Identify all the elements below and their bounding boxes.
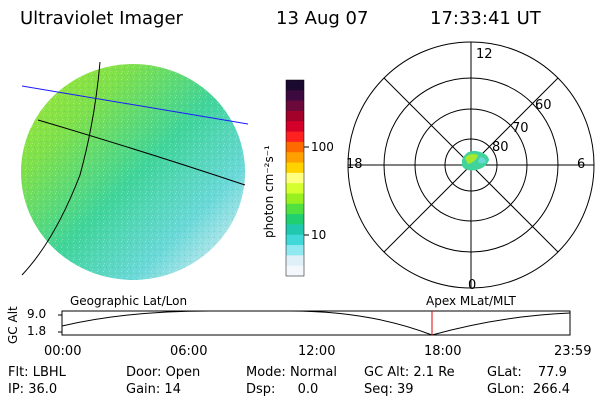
color-bar: [286, 80, 304, 277]
colorbar-swatch: [286, 80, 304, 91]
time-tick-1200: 12:00: [298, 344, 336, 359]
info-mode: Mode: Normal: [246, 365, 337, 380]
mlt-label-0: 0: [468, 278, 477, 293]
colorbar-swatch: [286, 214, 304, 225]
info-glon: GLon: 266.4: [487, 382, 570, 397]
mode-value: Normal: [289, 365, 337, 380]
info-glat: GLat: 77.9: [487, 365, 567, 380]
geographic-label: Geographic Lat/Lon: [70, 294, 188, 308]
gain-value: 14: [164, 382, 181, 397]
info-flt: Flt: LBHL: [8, 365, 66, 380]
colorbar-swatch: [286, 141, 304, 153]
lat-label-80: 80: [492, 140, 509, 155]
colorbar-swatch: [286, 121, 304, 133]
glon-label: GLon:: [487, 382, 525, 397]
colorbar-swatch: [286, 172, 304, 184]
info-gain: Gain: 14: [126, 382, 181, 397]
glon-value: 266.4: [532, 382, 571, 397]
gc-alt-axis-label: GC Alt: [6, 306, 20, 344]
instrument-title: Ultraviolet Imager: [20, 8, 183, 29]
colorbar-swatch: [286, 203, 304, 215]
lat-label-70: 70: [512, 121, 529, 136]
gc-alt-label: GC Alt:: [364, 365, 410, 380]
mode-label: Mode:: [246, 365, 286, 380]
mlt-label-12: 12: [476, 47, 493, 62]
colorbar-swatch: [286, 245, 304, 256]
info-ip: IP: 36.0: [8, 382, 57, 397]
colorbar-tick-10: 10: [311, 228, 327, 242]
apex-label: Apex MLat/MLT: [426, 294, 516, 308]
flt-value: LBHL: [32, 365, 66, 380]
info-gc-alt: GC Alt: 2.1 Re: [364, 365, 455, 380]
glat-label: GLat:: [487, 365, 522, 380]
colorbar-swatch: [286, 90, 304, 102]
door-value: Open: [165, 365, 201, 380]
seq-value: 39: [397, 382, 414, 397]
colorbar-swatch: [286, 224, 304, 236]
mlt-label-6: 6: [577, 157, 586, 172]
info-door: Door: Open: [126, 365, 200, 380]
polar-plot: [347, 41, 595, 289]
geo-latitude-line: [37, 119, 246, 186]
gain-label: Gain:: [126, 382, 161, 397]
colorbar-swatch: [286, 131, 304, 143]
flt-label: Flt:: [8, 365, 29, 380]
colorbar-swatch: [286, 234, 304, 246]
colorbar-swatch: [286, 265, 304, 277]
info-seq: Seq: 39: [364, 382, 414, 397]
dsp-label: Dsp:: [246, 382, 276, 397]
time-label: 17:33:41 UT: [430, 8, 541, 29]
colorbar-swatch: [286, 255, 304, 267]
colorbar-swatch: [286, 183, 304, 194]
alt-tick-9: 9.0: [27, 307, 47, 321]
colorbar-unit-label: photon cm⁻²s⁻¹: [262, 145, 276, 238]
time-tick-1800: 18:00: [424, 344, 462, 359]
uv-disc-image: [21, 64, 245, 280]
altitude-plot: [58, 310, 571, 336]
lat-label-60: 60: [535, 98, 552, 113]
time-tick-0000: 00:00: [44, 344, 82, 359]
glat-value: 77.9: [537, 365, 567, 380]
time-tick-2359: 23:59: [554, 344, 592, 359]
ip-label: IP:: [8, 382, 25, 397]
alt-tick-1-8: 1.8: [27, 324, 47, 338]
colorbar-swatch: [286, 193, 304, 205]
colorbar-swatch: [286, 100, 304, 112]
colorbar-swatch: [286, 110, 304, 122]
gc-alt-value: 2.1 Re: [413, 365, 455, 380]
colorbar-swatch: [286, 152, 304, 164]
door-label: Door:: [126, 365, 162, 380]
colorbar-swatch: [286, 162, 304, 174]
colorbar-tick-100: 100: [311, 140, 334, 154]
date-label: 13 Aug 07: [276, 8, 369, 29]
dsp-value: 0.0: [297, 382, 319, 397]
terminator-line: [21, 85, 249, 125]
geo-meridian-line: [21, 61, 101, 276]
info-dsp: Dsp: 0.0: [246, 382, 318, 397]
time-tick-0600: 06:00: [170, 344, 208, 359]
mlt-label-18: 18: [346, 157, 363, 172]
seq-label: Seq:: [364, 382, 393, 397]
ip-value: 36.0: [28, 382, 58, 397]
